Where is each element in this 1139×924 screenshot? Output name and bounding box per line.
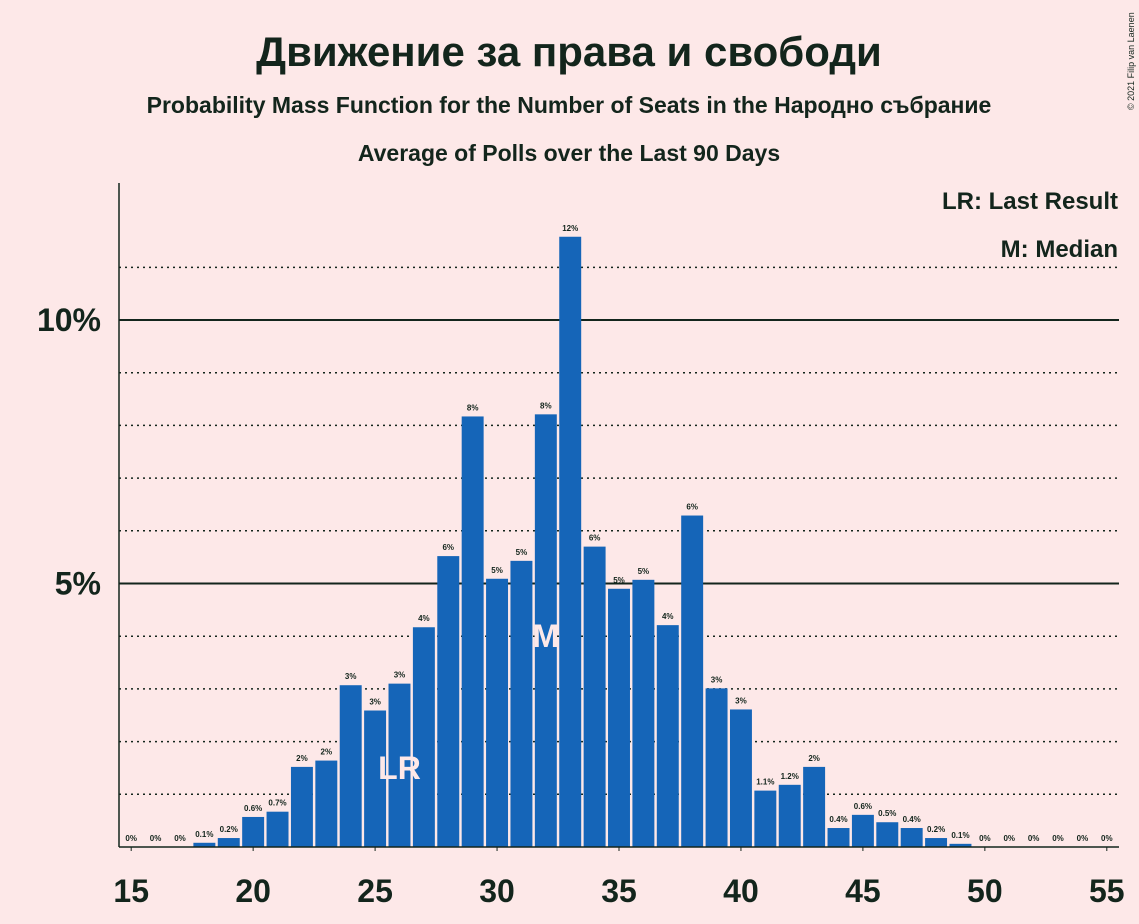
value-label: 0.6% xyxy=(244,804,262,813)
value-label: 8% xyxy=(467,403,479,412)
value-label: 6% xyxy=(686,503,698,512)
chart-subtitle: Probability Mass Function for the Number… xyxy=(147,92,992,118)
value-label: 0% xyxy=(1101,834,1113,843)
value-label: 0% xyxy=(1052,834,1064,843)
x-tick-label: 15 xyxy=(113,873,149,909)
value-label: 0.4% xyxy=(829,815,847,824)
value-label: 6% xyxy=(442,543,454,552)
value-label: 3% xyxy=(394,671,406,680)
value-label: 2% xyxy=(321,748,333,757)
bar xyxy=(315,760,338,847)
legend-entry: M: Median xyxy=(1001,236,1118,263)
value-label: 5% xyxy=(613,576,625,585)
value-label: 3% xyxy=(735,696,747,705)
value-label: 2% xyxy=(808,754,820,763)
value-label: 2% xyxy=(296,754,308,763)
x-tick-label: 20 xyxy=(235,873,271,909)
bar xyxy=(656,625,679,847)
bar xyxy=(681,515,704,847)
x-tick-label: 45 xyxy=(845,873,881,909)
bar xyxy=(437,556,460,847)
value-label: 0.7% xyxy=(268,799,286,808)
value-label: 0.1% xyxy=(195,830,213,839)
bar xyxy=(729,709,752,847)
bar xyxy=(925,838,948,847)
value-label: 0% xyxy=(1028,834,1040,843)
value-label: 4% xyxy=(418,614,430,623)
value-label: 0% xyxy=(1003,834,1015,843)
value-label: 3% xyxy=(711,675,723,684)
bar xyxy=(583,546,606,847)
annotation: LR xyxy=(378,750,421,786)
legend-entry: LR: Last Result xyxy=(942,188,1118,215)
value-label: 0.5% xyxy=(878,809,896,818)
value-label: 0.6% xyxy=(854,802,872,811)
x-tick-label: 25 xyxy=(357,873,393,909)
value-label: 5% xyxy=(638,567,650,576)
bar xyxy=(290,766,313,847)
bar xyxy=(900,828,923,847)
copyright: © 2021 Filip van Laenen xyxy=(1126,12,1136,110)
bar xyxy=(193,842,216,847)
bar xyxy=(559,236,582,847)
value-label: 3% xyxy=(369,698,381,707)
value-label: 0% xyxy=(125,834,137,843)
bar xyxy=(510,560,533,847)
value-label: 0% xyxy=(174,834,186,843)
value-label: 4% xyxy=(662,612,674,621)
x-tick-label: 35 xyxy=(601,873,637,909)
value-label: 0% xyxy=(1077,834,1089,843)
value-label: 0.2% xyxy=(927,825,945,834)
bar xyxy=(242,816,265,847)
value-label: 0% xyxy=(979,834,991,843)
bar xyxy=(364,710,387,847)
bar xyxy=(827,828,850,847)
bar xyxy=(876,822,899,847)
bar xyxy=(388,683,411,847)
chart-subtitle: Average of Polls over the Last 90 Days xyxy=(358,140,780,166)
value-label: 12% xyxy=(562,224,578,233)
x-tick-label: 55 xyxy=(1089,873,1125,909)
bar xyxy=(632,579,655,847)
y-tick-label: 10% xyxy=(37,302,101,338)
value-label: 0.2% xyxy=(220,825,238,834)
value-label: 1.2% xyxy=(781,772,799,781)
bar xyxy=(778,784,801,847)
chart-title: Движение за права и свободи xyxy=(256,28,882,75)
value-label: 8% xyxy=(540,401,552,410)
bar xyxy=(851,814,874,847)
value-label: 0% xyxy=(150,834,162,843)
x-tick-label: 50 xyxy=(967,873,1003,909)
bar xyxy=(705,688,728,847)
bar xyxy=(217,838,240,847)
value-label: 0.1% xyxy=(951,831,969,840)
x-tick-label: 40 xyxy=(723,873,759,909)
annotation: M xyxy=(533,618,560,654)
bar xyxy=(803,766,826,847)
value-label: 1.1% xyxy=(756,778,774,787)
bar xyxy=(266,811,289,847)
bar xyxy=(608,588,630,847)
y-tick-label: 5% xyxy=(55,566,101,602)
value-label: 5% xyxy=(516,548,528,557)
bar xyxy=(339,685,362,847)
x-tick-label: 30 xyxy=(479,873,515,909)
bar xyxy=(754,790,777,847)
value-label: 5% xyxy=(491,566,503,575)
bar xyxy=(534,414,557,847)
value-label: 0.4% xyxy=(903,815,921,824)
value-label: 6% xyxy=(589,534,601,543)
value-label: 3% xyxy=(345,672,357,681)
bar xyxy=(949,843,972,847)
bar xyxy=(412,627,435,847)
bar xyxy=(461,416,484,847)
bar xyxy=(486,578,509,847)
